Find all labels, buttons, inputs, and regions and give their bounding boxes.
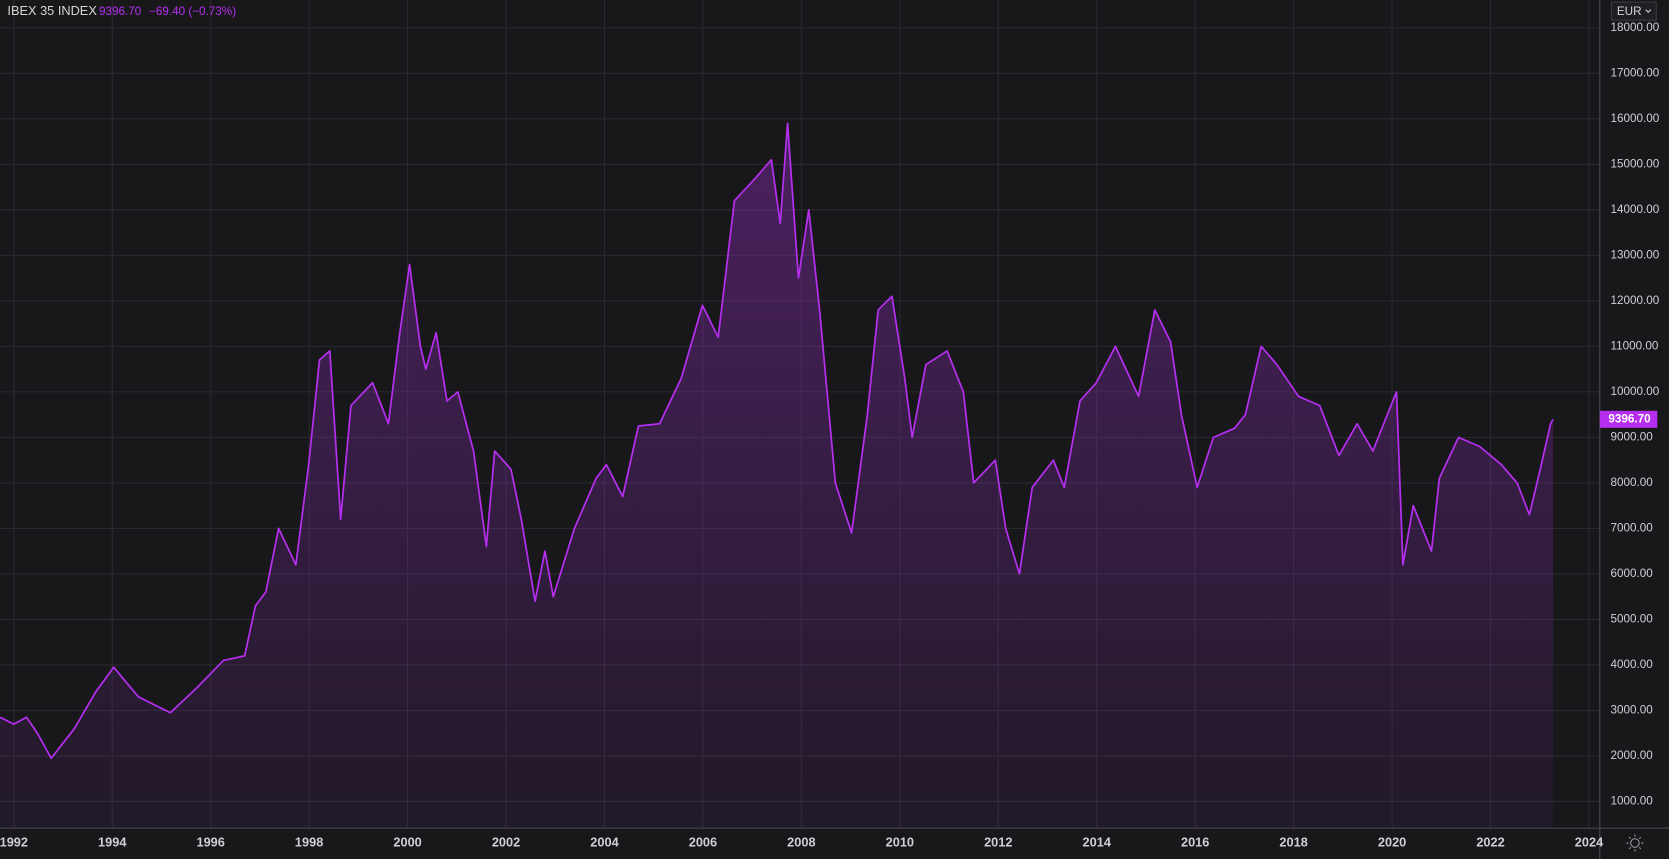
y-tick-label: 11000.00 — [1610, 339, 1658, 352]
y-tick-label: 3000.00 — [1610, 704, 1653, 717]
y-tick-label: 12000.00 — [1610, 294, 1659, 307]
y-tick-label: 17000.00 — [1610, 66, 1659, 79]
x-tick-label: 2006 — [689, 834, 717, 849]
y-tick-label: 9000.00 — [1610, 430, 1653, 443]
x-tick-label: 2000 — [393, 834, 421, 849]
y-tick-label: 10000.00 — [1610, 385, 1659, 398]
x-tick-label: 2016 — [1181, 834, 1209, 849]
chart-title: IBEX 35 INDEX — [7, 3, 97, 18]
dropdown-caret — [1645, 9, 1652, 13]
last-price-badge — [1599, 410, 1658, 428]
y-tick-label: 1000.00 — [1610, 795, 1653, 808]
y-tick-label: 16000.00 — [1610, 112, 1659, 125]
y-tick-label: 15000.00 — [1610, 157, 1659, 170]
x-tick-label: 1998 — [295, 834, 323, 849]
y-tick-label: 18000.00 — [1610, 21, 1659, 34]
x-tick-label: 1992 — [0, 834, 28, 849]
x-tick-label: 2018 — [1279, 834, 1307, 849]
x-tick-label: 2004 — [590, 834, 619, 849]
x-tick-label: 2014 — [1083, 834, 1112, 849]
x-tick-label: 2020 — [1378, 834, 1406, 849]
settings-icon[interactable] — [1626, 834, 1644, 852]
x-tick-label: 2022 — [1476, 834, 1504, 849]
y-tick-label: 5000.00 — [1610, 613, 1653, 626]
y-tick-label: 14000.00 — [1610, 203, 1659, 216]
last-price: 9396.70 — [99, 5, 142, 18]
price-line — [0, 122, 1554, 760]
y-tick-label: 2000.00 — [1610, 749, 1653, 762]
axes: 1000.00 2000.00 3000.00 4000.00 5000.00 6000.… — [0, 21, 1660, 850]
plot — [0, 122, 1554, 829]
y-tick-label: 6000.00 — [1610, 567, 1653, 580]
currency-button[interactable] — [1610, 1, 1657, 21]
x-tick-label: 1996 — [196, 834, 224, 849]
x-tick-label: 1994 — [98, 834, 127, 849]
y-tick-label: 8000.00 — [1610, 476, 1653, 489]
x-tick-label: 2002 — [492, 834, 520, 849]
y-tick-label: 7000.00 — [1610, 522, 1653, 535]
y-tick-label: 13000.00 — [1610, 248, 1659, 261]
currency[interactable]: EUR — [1617, 5, 1642, 18]
y-tick-label: 4000.00 — [1610, 658, 1653, 671]
last-price-badge-label: 9396.70 — [1608, 412, 1651, 425]
area-fill — [0, 123, 1554, 829]
x-tick-label: 2008 — [787, 834, 815, 849]
x-tick-label: 2010 — [886, 834, 914, 849]
x-tick-label: 2024 — [1575, 834, 1604, 849]
price-change: −69.40 (−0.73%) — [149, 5, 236, 18]
x-tick-label: 2012 — [984, 834, 1012, 849]
